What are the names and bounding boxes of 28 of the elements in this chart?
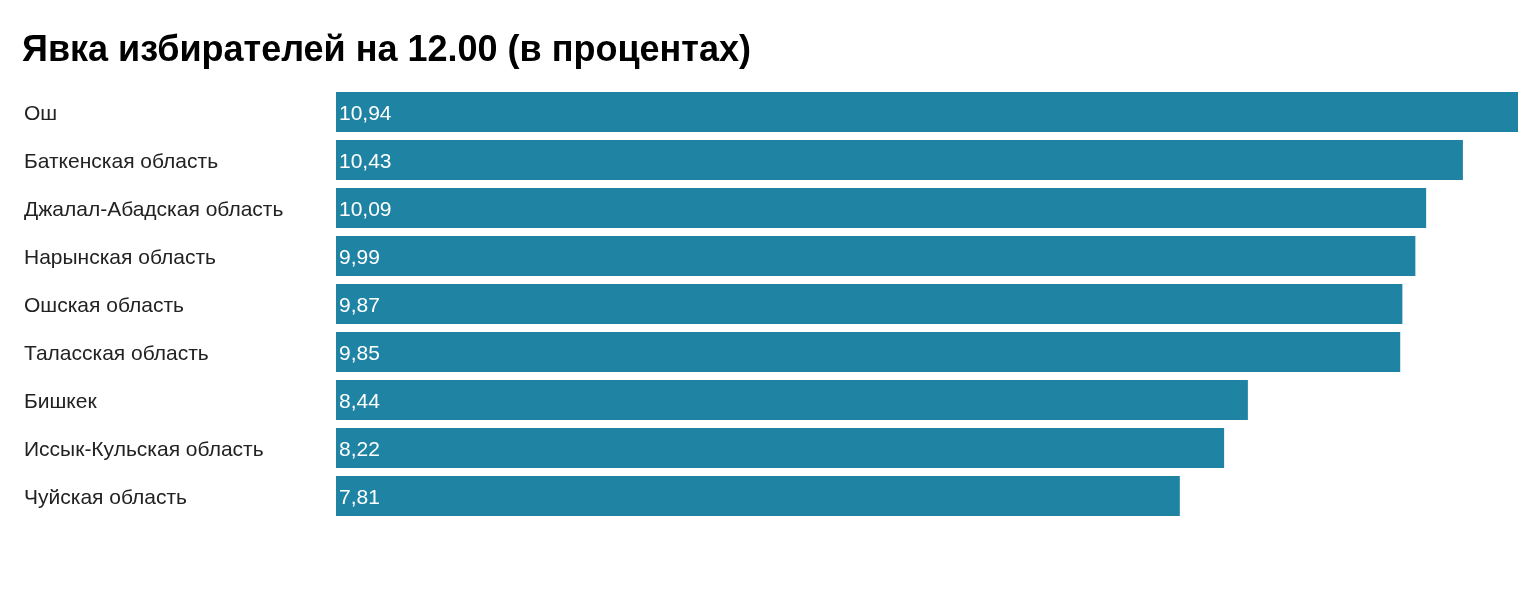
y-tick-label: Джалал-Абадская область [24,197,284,220]
bar [336,476,1180,516]
bar [336,284,1403,324]
bar [336,332,1401,372]
data-label: 9,87 [339,292,380,316]
y-tick-label: Иссык-Кульская область [24,437,264,460]
data-label: 9,85 [339,340,380,364]
y-tick-label: Таласская область [24,341,209,364]
data-label: 9,99 [339,244,380,268]
y-tick-label: Ош [24,101,58,124]
y-tick-label: Баткенская область [24,149,219,172]
bar [336,188,1427,228]
data-label: 8,44 [339,388,381,412]
bar [336,380,1248,420]
bar [336,140,1463,180]
y-tick-label: Бишкек [24,389,98,412]
y-tick-label: Нарынская область [24,245,217,268]
data-label: 10,43 [339,148,392,172]
chart-title: Явка избирателей на 12.00 (в процентах) [22,27,752,69]
data-label: 10,94 [339,100,392,124]
data-label: 10,09 [339,196,392,220]
bar [336,236,1416,276]
y-tick-label: Ошская область [24,293,185,316]
y-tick-label: Чуйская область [24,485,188,508]
data-label: 7,81 [339,484,380,508]
bar [336,92,1518,132]
data-label: 8,22 [339,436,380,460]
bar [336,428,1225,468]
